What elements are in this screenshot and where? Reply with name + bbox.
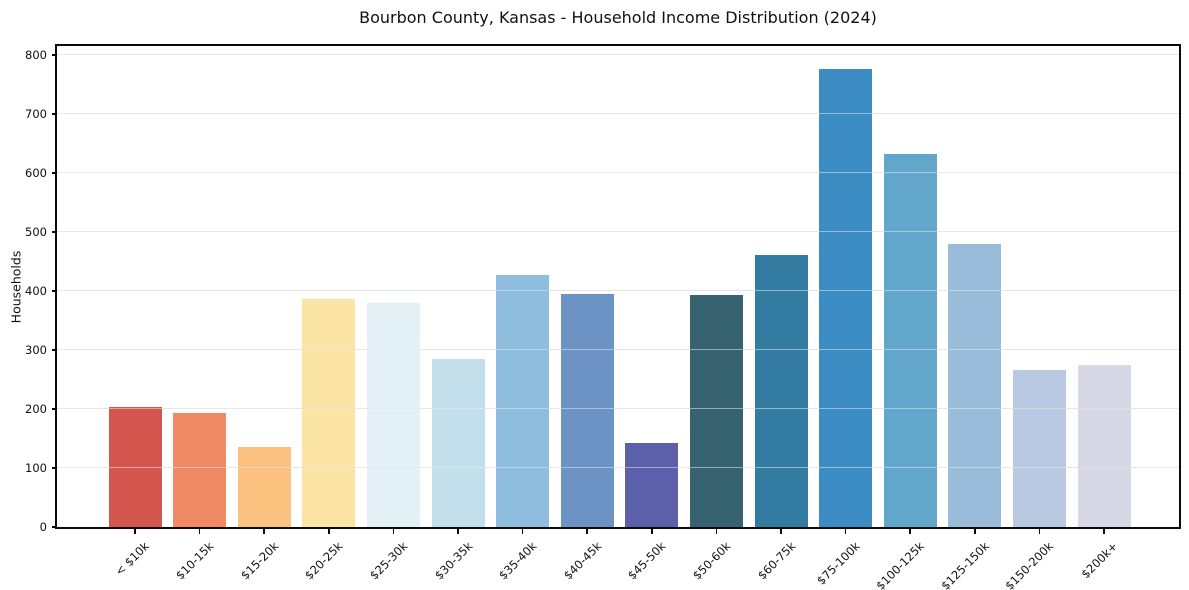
y-tick-mark [52,113,57,115]
y-tick-label: 300 [25,343,47,357]
bar-$35-40k [496,275,550,527]
x-tick-label: $100-125k [873,539,928,590]
x-tick-mark [844,529,847,534]
x-tick-label: $15-20k [237,539,282,583]
x-tick-mark [328,529,330,534]
bar-< $10k [108,406,162,527]
x-tick-mark [1038,529,1041,534]
bar-$75-100k [819,68,873,527]
x-tick-label: $125-150k [937,539,992,590]
x-tick-mark [457,529,459,534]
gridline-overlay-700 [57,113,1179,114]
y-tick-mark [52,526,57,528]
bar-$45-50k [625,443,679,527]
gridline-overlay-500 [57,231,1179,232]
x-tick-label: < $10k [112,539,152,579]
y-tick-label: 400 [25,284,47,298]
x-tick-label: $30-35k [431,539,475,583]
bar-$60-75k [754,255,808,527]
gridline-overlay-300 [57,349,1179,350]
x-tick-mark [134,529,136,534]
x-tick-label: $10-15k [173,539,217,583]
bar-$15-20k [237,447,291,527]
x-tick-label: $25-30k [366,539,411,583]
x-tick-mark [521,529,524,534]
x-tick-mark [780,529,782,534]
bar-$40-45k [560,293,614,527]
x-tick-mark [198,529,201,534]
y-tick-label: 500 [25,225,47,239]
x-tick-label: $75-100k [813,539,863,588]
x-tick-mark [715,529,718,534]
bar-$100-125k [883,153,937,527]
chart-title: Bourbon County, Kansas - Household Incom… [359,8,877,27]
y-tick-mark [52,349,57,351]
y-tick-mark [52,467,57,469]
y-tick-label: 0 [39,520,47,534]
y-tick-mark [52,408,57,410]
gridline-overlay-100 [57,467,1179,468]
y-tick-label: 700 [25,107,47,121]
x-tick-mark [586,529,588,534]
gridlines-overlay [57,46,1179,527]
gridline-overlay-400 [57,290,1179,291]
bar-$125-150k [948,243,1002,527]
x-tick-label: $45-50k [625,539,669,583]
x-tick-mark [263,529,265,534]
bar-$30-35k [431,358,485,527]
x-tick-label: $150-200k [1002,539,1057,590]
bar-$10-15k [173,413,227,527]
bar-$200k+ [1077,365,1131,527]
y-tick-label: 200 [25,402,47,416]
bar-$25-30k [366,302,420,527]
y-tick-mark [52,231,57,233]
bars-container [57,46,1179,527]
x-axis-ticks: < $10k $10-15k $15-20k $20-25k $25-30k $30-35… [57,529,1179,590]
x-tick-label: $60-75k [754,539,798,583]
plot-area [55,44,1181,529]
y-tick-mark [52,290,57,292]
bar-$20-25k [302,299,356,527]
y-tick-label: 100 [25,461,47,475]
x-tick-label: $20-25k [302,539,346,583]
x-tick-label: $40-45k [560,539,605,583]
x-tick-label: $200k+ [1078,539,1121,582]
y-axis-ticks: 0 100 200 300 400 500 600 700 800 [0,46,57,534]
bar-$50-60k [689,295,743,527]
x-tick-label: $50-60k [689,539,734,583]
bar-$150-200k [1012,370,1066,527]
y-tick-label: 600 [25,166,47,180]
x-tick-mark [651,529,653,534]
y-tick-label: 800 [25,48,47,62]
y-tick-mark [52,54,57,56]
x-tick-mark [974,529,976,534]
gridline-overlay-600 [57,172,1179,173]
gridline-overlay-200 [57,408,1179,409]
x-tick-mark [909,529,911,534]
x-tick-label: $35-40k [496,539,540,583]
y-tick-mark [52,172,57,174]
gridline-overlay-800 [57,54,1179,55]
x-tick-mark [1103,529,1105,534]
x-tick-mark [392,529,395,534]
